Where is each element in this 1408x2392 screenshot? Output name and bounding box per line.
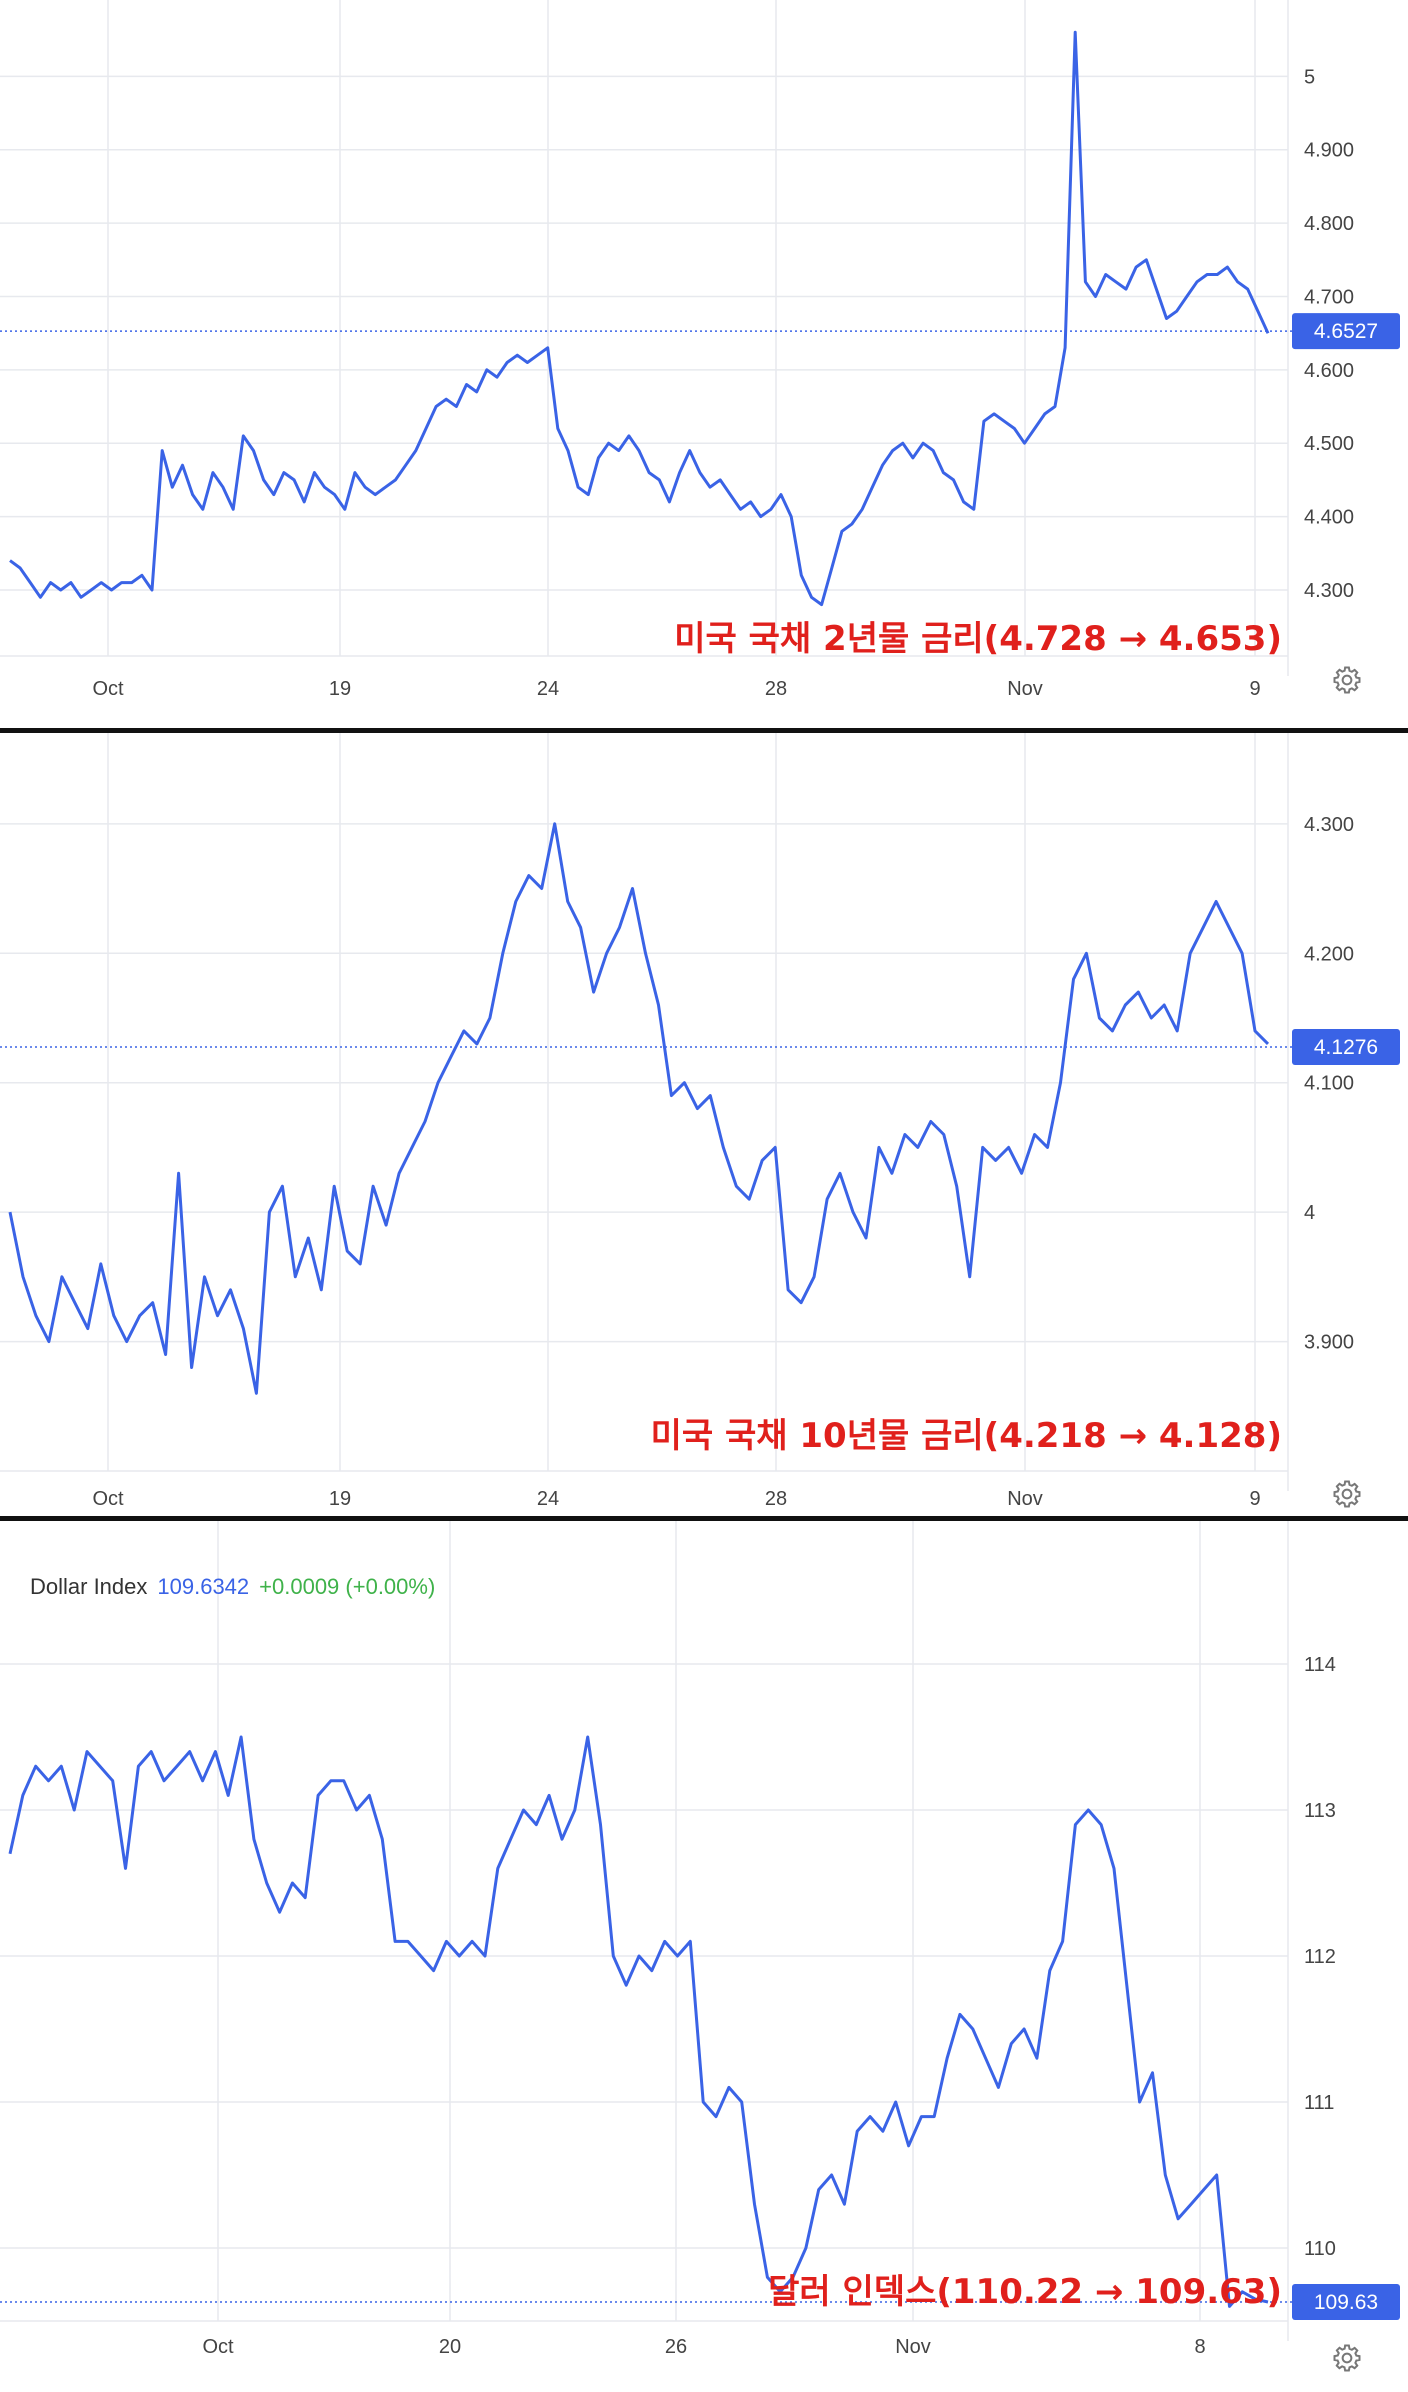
- series-line: [9, 30, 1270, 607]
- y-tick-label: 4.300: [1304, 814, 1354, 836]
- y-tick-label: 5: [1304, 66, 1315, 88]
- y-tick-label: 4.100: [1304, 1073, 1354, 1095]
- series-line: [8, 1735, 1269, 2308]
- chart-panel-2y: Oct 19 24 28 Nov 9 5 4.900 4.800 4.700 4.600 4.500 4…: [0, 0, 1408, 728]
- y-tick-label: 3.900: [1304, 1332, 1354, 1354]
- x-tick-label: Nov: [1007, 1488, 1043, 1510]
- x-tick-label: 9: [1249, 678, 1260, 700]
- last-price-label: 109.63: [1314, 2291, 1378, 2314]
- gear-icon[interactable]: [1332, 1479, 1362, 1509]
- x-tick-label: 28: [765, 1488, 787, 1510]
- chart-caption: 미국 국채 10년물 금리(4.218 → 4.128): [651, 1416, 1282, 1456]
- last-price-badge: [1292, 1028, 1400, 1065]
- y-tick-label: 4.200: [1304, 943, 1354, 965]
- x-tick-label: 24: [537, 1488, 559, 1510]
- x-tick-label: 8: [1194, 2336, 1205, 2358]
- panel-divider: [0, 728, 1408, 733]
- gear-icon[interactable]: [1332, 665, 1362, 695]
- x-tick-label: Oct: [92, 1488, 124, 1510]
- y-tick-label: 113: [1304, 1800, 1336, 1822]
- last-price-badge: [1292, 313, 1400, 350]
- x-tick-label: Oct: [92, 678, 124, 700]
- chart-2y: Oct 19 24 28 Nov 9 5 4.900 4.800 4.700 4.600 4.500 4…: [0, 0, 1400, 700]
- dollar-index-legend: Dollar Index 109.6342 +0.0009 (+0.00%): [30, 1574, 445, 1600]
- y-tick-label: 112: [1304, 1946, 1336, 1968]
- y-tick-label: 4: [1304, 1202, 1315, 1224]
- y-tick-label: 114: [1304, 1654, 1336, 1676]
- y-tick-label: 4.700: [1304, 286, 1354, 308]
- chart-panel-dxy: Oct 20 26 Nov 8 114 113 112 111 110 109.63 달러 인덱스(1…: [0, 1521, 1408, 2392]
- legend-value: 109.6342: [157, 1574, 250, 1599]
- last-price-label: 4.6527: [1314, 320, 1378, 343]
- y-tick-label: 4.500: [1304, 433, 1354, 455]
- panel-divider: [0, 1516, 1408, 1521]
- x-tick-label: 19: [329, 1488, 351, 1510]
- gear-icon[interactable]: [1332, 2343, 1362, 2373]
- x-tick-label: 28: [765, 678, 787, 700]
- last-price-label: 4.1276: [1314, 1036, 1378, 1059]
- y-tick-label: 4.800: [1304, 213, 1354, 235]
- chart-caption: 미국 국채 2년물 금리(4.728 → 4.653): [674, 619, 1282, 659]
- chart-panel-10y: Oct 19 24 28 Nov 9 4.300 4.200 4.100 4 3.900 4.1276…: [0, 733, 1408, 1516]
- x-tick-label: 26: [665, 2336, 687, 2358]
- y-tick-label: 111: [1304, 2092, 1334, 2114]
- y-tick-label: 4.900: [1304, 140, 1354, 162]
- last-price-badge: [1292, 2284, 1400, 2321]
- y-tick-label: 4.600: [1304, 360, 1354, 382]
- chart-caption: 달러 인덱스(110.22 → 109.63): [768, 2272, 1282, 2312]
- y-tick-label: 4.300: [1304, 580, 1354, 602]
- series-line: [8, 822, 1270, 1395]
- x-tick-label: 9: [1249, 1488, 1260, 1510]
- y-tick-label: 110: [1304, 2238, 1336, 2260]
- x-tick-label: Nov: [895, 2336, 931, 2358]
- x-tick-label: Oct: [202, 2336, 234, 2358]
- x-tick-label: 19: [329, 678, 351, 700]
- x-tick-label: 20: [439, 2336, 461, 2358]
- x-tick-label: 24: [537, 678, 559, 700]
- chart-dollar-index: Oct 20 26 Nov 8 114 113 112 111 110 109.63 달러 인덱스(1…: [0, 1521, 1400, 2358]
- x-tick-label: Nov: [1007, 678, 1043, 700]
- legend-change: +0.0009 (+0.00%): [259, 1574, 436, 1599]
- chart-10y: Oct 19 24 28 Nov 9 4.300 4.200 4.100 4 3.900 4.1276…: [0, 733, 1400, 1510]
- legend-name: Dollar Index: [30, 1574, 148, 1599]
- y-tick-label: 4.400: [1304, 507, 1354, 529]
